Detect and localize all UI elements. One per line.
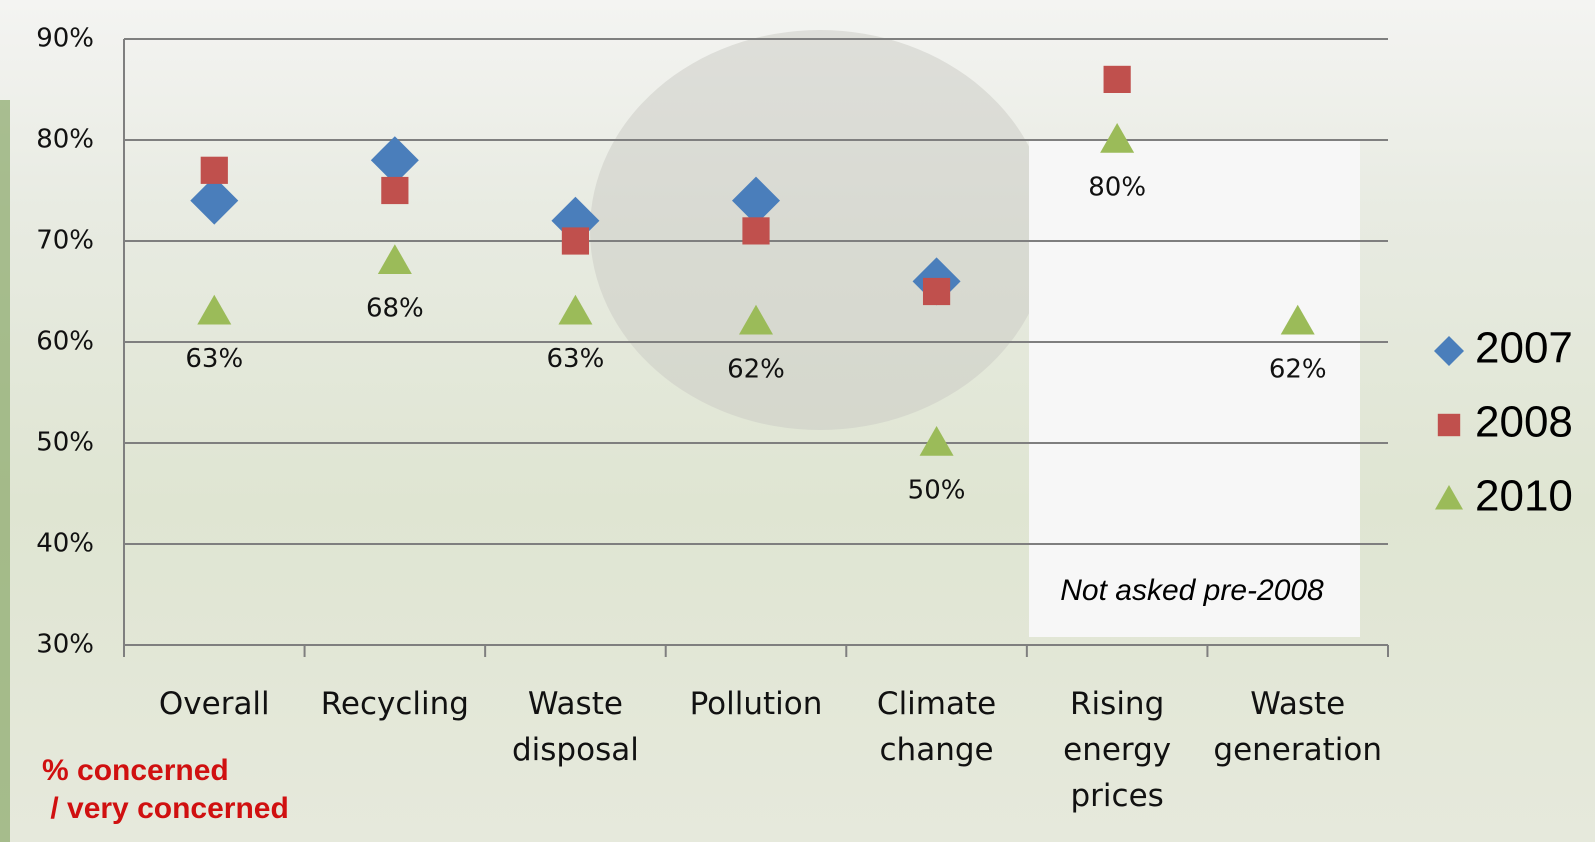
background-edge [0,100,10,842]
marker-square [742,217,769,244]
note-box [1029,139,1360,637]
data-label: 50% [908,476,966,506]
marker-square [381,177,408,204]
y-tick-label: 30% [36,630,94,660]
data-label: 62% [1269,354,1327,384]
background-figure [590,30,1050,430]
note: Not asked pre-2008 [1060,574,1324,607]
marker-square [562,227,589,254]
x-tick-label: Pollution [690,686,823,722]
y-tick-label: 60% [36,327,94,357]
marker-square [1438,414,1460,436]
y-tick-label: 90% [36,24,94,54]
chart: Not asked pre-2008 % concerned / very co… [0,0,1595,842]
legend-label: 2010 [1475,472,1573,521]
x-tick-label: Overall [159,686,270,722]
legend-label: 2007 [1475,324,1573,373]
legend-label: 2008 [1475,398,1573,447]
data-label: 63% [185,344,243,374]
x-tick-label: Recycling [321,686,469,722]
axis-note: % concerned [42,754,229,787]
data-label: 63% [547,344,605,374]
data-label: 62% [727,354,785,384]
y-tick-label: 70% [36,226,94,256]
marker-square [923,278,950,305]
y-tick-label: 80% [36,125,94,155]
data-label: 68% [366,294,424,324]
y-tick-label: 40% [36,529,94,559]
y-tick-label: 50% [36,428,94,458]
marker-square [201,157,228,184]
data-label: 80% [1088,173,1146,203]
marker-square [1104,66,1131,93]
axis-note: / very concerned [42,792,289,825]
